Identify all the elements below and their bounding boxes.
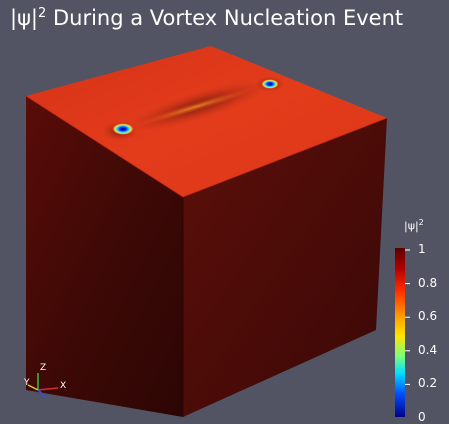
colorbar-title: |ψ|2 bbox=[404, 218, 424, 233]
colorbar-tick-label: 0.8 bbox=[418, 275, 438, 290]
visualization-title: |ψ|2 During a Vortex Nucleation Event bbox=[10, 6, 404, 30]
axis-z-label: Z bbox=[40, 363, 47, 373]
cube-right-face bbox=[183, 118, 387, 417]
cube-top-face bbox=[26, 46, 387, 197]
vortex-nucleation-feature bbox=[102, 76, 285, 141]
axis-y-label: Y bbox=[24, 378, 30, 388]
colorbar-tick-label: 0.4 bbox=[418, 342, 438, 357]
axis-x-label: X bbox=[60, 381, 67, 391]
colorbar-tick-label: 0.6 bbox=[418, 309, 438, 324]
colorbar-tick-label: 0.2 bbox=[418, 376, 438, 391]
colorbar bbox=[395, 248, 410, 417]
vortex-core-right bbox=[261, 79, 279, 89]
colorbar-tick-label: 1 bbox=[418, 242, 426, 256]
orientation-axes-widget bbox=[27, 373, 59, 398]
cube-left-face bbox=[26, 96, 183, 417]
vortex-core-left bbox=[112, 123, 134, 135]
colorbar-tick-label: 0 bbox=[418, 410, 426, 424]
cube bbox=[25, 46, 388, 417]
colorbar-gradient bbox=[395, 248, 405, 417]
